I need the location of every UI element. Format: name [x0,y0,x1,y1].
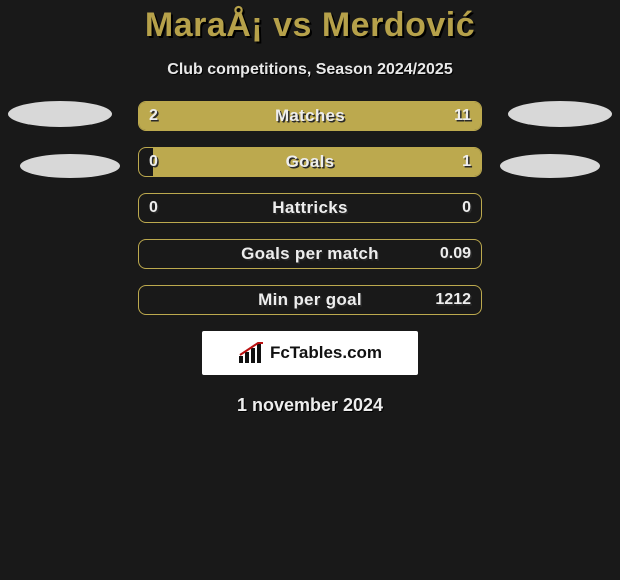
player-right-placeholder-2 [500,154,600,178]
stat-row: 0.09Goals per match [138,239,482,269]
player-right-placeholder-1 [508,101,612,127]
page-title: MaraÅ¡ vs Merdović [0,0,620,45]
stats-bars: 211Matches01Goals00Hattricks0.09Goals pe… [138,101,482,315]
stat-left-value: 0 [149,148,158,176]
stat-label: Hattricks [139,194,481,222]
stat-right-value: 0 [462,194,471,222]
stat-label: Min per goal [139,286,481,314]
stat-right-value: 1212 [435,286,471,314]
stat-row: 1212Min per goal [138,285,482,315]
stat-right-value: 11 [454,102,471,130]
stat-right-value: 1 [462,148,471,176]
stat-row: 0 0Hattricks [138,193,482,223]
brand-badge: FcTables.com [202,331,418,375]
stat-left-value: 2 [149,102,158,130]
stat-row: 211Matches [138,101,482,131]
stat-right-fill [153,148,481,176]
stat-row: 01Goals [138,147,482,177]
stat-right-fill [202,102,481,130]
stat-right-value: 0.09 [440,240,471,268]
brand-text: FcTables.com [270,343,382,363]
stat-left-value: 0 [149,194,158,222]
date-label: 1 november 2024 [0,395,620,416]
player-left-placeholder-1 [8,101,112,127]
players-area: 211Matches01Goals00Hattricks0.09Goals pe… [0,101,620,315]
subtitle: Club competitions, Season 2024/2025 [0,61,620,79]
brand-logo-icon [238,342,264,364]
player-left-placeholder-2 [20,154,120,178]
stat-label: Goals per match [139,240,481,268]
comparison-card: MaraÅ¡ vs Merdović Club competitions, Se… [0,0,620,580]
